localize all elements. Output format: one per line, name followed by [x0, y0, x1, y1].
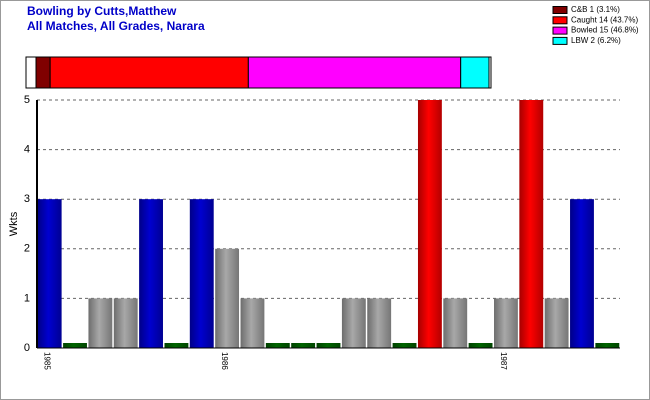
- bar-shade: [367, 298, 392, 348]
- legend-label: C&B 1 (3.1%): [571, 5, 620, 14]
- legend-swatch: [552, 36, 568, 45]
- x-tick-label: 1986: [220, 352, 229, 370]
- legend-label: Bowled 15 (46.8%): [571, 26, 639, 35]
- bar-shade: [37, 199, 62, 348]
- legend-label: LBW 2 (6.2%): [571, 36, 621, 45]
- bar-shade: [63, 343, 87, 348]
- legend-swatch: [552, 16, 568, 25]
- bar-shade: [417, 100, 442, 348]
- bar-shade: [291, 343, 316, 348]
- y-axis-label: Wkts: [8, 211, 20, 236]
- bar-shade: [240, 298, 265, 348]
- bar-shade: [494, 298, 518, 348]
- x-tick-label: 1985: [43, 352, 52, 370]
- bar-shade: [392, 343, 417, 348]
- bar-shade: [189, 199, 214, 348]
- chart-subtitle: All Matches, All Grades, Narara: [27, 19, 205, 33]
- legend-label: Caught 14 (43.7%): [571, 15, 638, 24]
- bar-shade: [88, 298, 113, 348]
- bar-shade: [595, 343, 620, 348]
- proportion-segment: [460, 56, 490, 89]
- bar-shade: [468, 343, 493, 348]
- legend-swatch: [552, 26, 568, 35]
- bar-shade: [316, 343, 341, 348]
- bar-shade: [544, 298, 569, 348]
- proportion-segment: [35, 56, 51, 89]
- bar-shade: [139, 199, 163, 348]
- y-tick-label: 3: [24, 193, 30, 205]
- proportion-segment: [247, 56, 462, 89]
- bar-shade: [341, 298, 366, 348]
- legend-swatch: [552, 6, 568, 14]
- bar-shade: [265, 343, 290, 348]
- y-tick-label: 4: [24, 144, 30, 156]
- bar-shade: [113, 298, 138, 348]
- bar-shade: [519, 100, 544, 348]
- x-tick-label: 1987: [499, 352, 508, 370]
- chart-title: Bowling by Cutts,Matthew: [27, 4, 177, 18]
- bar-shade: [570, 199, 594, 348]
- y-tick-label: 2: [24, 243, 30, 255]
- y-tick-label: 5: [24, 94, 30, 106]
- bar-shade: [443, 298, 468, 348]
- proportion-segment: [49, 56, 249, 89]
- y-tick-label: 0: [24, 342, 30, 354]
- y-tick-label: 1: [24, 292, 30, 304]
- bar-shade: [215, 248, 240, 348]
- bar-shade: [164, 343, 189, 348]
